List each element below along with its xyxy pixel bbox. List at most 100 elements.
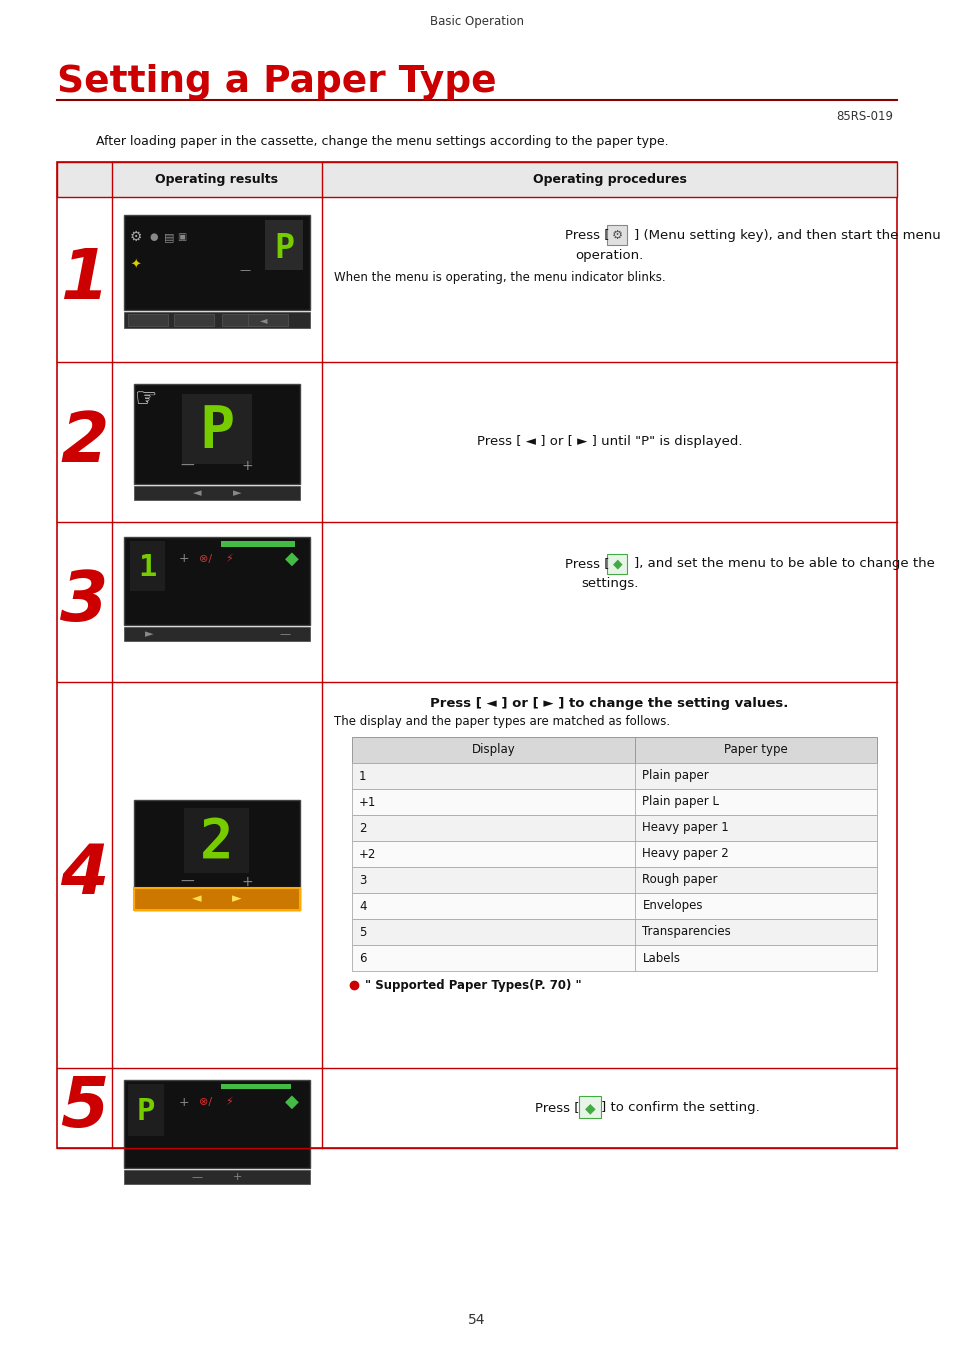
Text: ►: ► xyxy=(233,487,241,498)
Text: 4: 4 xyxy=(60,841,109,909)
Bar xyxy=(222,315,262,325)
Text: ⚡: ⚡ xyxy=(225,554,233,564)
Text: Press [: Press [ xyxy=(535,1102,578,1115)
Text: P: P xyxy=(274,231,294,265)
Bar xyxy=(124,215,310,310)
Text: ◄: ◄ xyxy=(192,892,202,906)
Text: 5: 5 xyxy=(358,926,366,938)
Text: 2: 2 xyxy=(200,815,233,868)
Text: +2: +2 xyxy=(358,848,376,860)
Text: —: — xyxy=(192,1172,202,1183)
Text: settings.: settings. xyxy=(580,578,638,590)
Text: —: — xyxy=(180,459,193,472)
Text: ☞: ☞ xyxy=(206,1187,228,1210)
Text: ◆: ◆ xyxy=(612,558,621,571)
Text: —: — xyxy=(180,875,193,890)
Text: ⚙: ⚙ xyxy=(611,228,622,242)
Text: " Supported Paper Types(P. 70) ": " Supported Paper Types(P. 70) " xyxy=(365,979,581,991)
Text: ], and set the menu to be able to change the: ], and set the menu to be able to change… xyxy=(634,558,934,571)
Bar xyxy=(352,867,876,892)
Text: 3: 3 xyxy=(358,873,366,887)
Bar xyxy=(352,919,876,945)
Text: ☞: ☞ xyxy=(280,649,303,674)
Text: ◆: ◆ xyxy=(584,1102,596,1115)
Bar xyxy=(57,162,896,197)
Text: 2: 2 xyxy=(60,409,109,475)
Text: Operating procedures: Operating procedures xyxy=(532,173,686,186)
Text: ▣: ▣ xyxy=(177,232,187,242)
Text: ◆: ◆ xyxy=(285,1094,298,1111)
Text: Basic Operation: Basic Operation xyxy=(430,15,523,28)
Text: +: + xyxy=(241,875,253,890)
Text: ⚙: ⚙ xyxy=(130,230,142,244)
Text: Labels: Labels xyxy=(641,952,679,964)
Text: Transparencies: Transparencies xyxy=(641,926,731,938)
Text: Operating results: Operating results xyxy=(155,173,278,186)
Text: Heavy paper 2: Heavy paper 2 xyxy=(641,848,728,860)
Text: Rough paper: Rough paper xyxy=(641,873,718,887)
Bar xyxy=(124,626,310,641)
Text: 2: 2 xyxy=(358,822,366,834)
Text: 4: 4 xyxy=(358,899,366,913)
Text: ☞: ☞ xyxy=(204,936,230,964)
Text: Plain paper L: Plain paper L xyxy=(641,795,719,809)
Text: Envelopes: Envelopes xyxy=(641,899,702,913)
Bar xyxy=(128,315,168,325)
Text: When the menu is operating, the menu indicator blinks.: When the menu is operating, the menu ind… xyxy=(334,270,665,284)
Text: ◄: ◄ xyxy=(260,315,268,325)
Text: Paper type: Paper type xyxy=(723,744,787,756)
Text: +: + xyxy=(178,552,189,566)
Text: Press [: Press [ xyxy=(564,558,609,571)
Text: —: — xyxy=(279,629,291,639)
Text: ◆: ◆ xyxy=(285,549,298,568)
Text: Setting a Paper Type: Setting a Paper Type xyxy=(57,63,497,100)
Bar xyxy=(133,801,299,910)
Text: ⚡: ⚡ xyxy=(225,1098,233,1107)
Text: ☞: ☞ xyxy=(134,387,157,410)
Text: 3: 3 xyxy=(60,568,109,636)
Text: 6: 6 xyxy=(358,952,366,964)
Text: Plain paper: Plain paper xyxy=(641,769,708,783)
Bar xyxy=(182,394,252,464)
Bar xyxy=(124,1170,310,1184)
Text: +1: +1 xyxy=(358,795,376,809)
Bar xyxy=(173,315,213,325)
Bar xyxy=(128,1084,164,1135)
Text: ●: ● xyxy=(150,232,158,242)
Text: Press [ ◄ ] or [ ► ] until "P" is displayed.: Press [ ◄ ] or [ ► ] until "P" is displa… xyxy=(476,436,741,448)
Text: 54: 54 xyxy=(468,1314,485,1327)
Text: operation.: operation. xyxy=(575,248,643,262)
Text: Display: Display xyxy=(472,744,515,756)
Text: —: — xyxy=(239,265,251,275)
Text: Press [: Press [ xyxy=(564,228,609,242)
Bar xyxy=(352,763,876,788)
Bar xyxy=(220,1084,291,1089)
Bar xyxy=(220,541,294,547)
Bar xyxy=(607,225,627,244)
Bar xyxy=(248,315,288,325)
Bar xyxy=(352,841,876,867)
Text: After loading paper in the cassette, change the menu settings according to the p: After loading paper in the cassette, cha… xyxy=(96,135,668,148)
Text: +: + xyxy=(241,459,253,472)
Text: 5: 5 xyxy=(60,1075,109,1142)
Text: ⊗/: ⊗/ xyxy=(199,554,213,564)
Bar xyxy=(57,162,896,1148)
Bar xyxy=(133,888,299,910)
Bar xyxy=(124,1080,310,1168)
Text: P: P xyxy=(199,404,234,460)
Text: 1: 1 xyxy=(358,769,366,783)
Bar xyxy=(265,220,303,270)
Bar xyxy=(352,945,876,971)
Text: 85RS-019: 85RS-019 xyxy=(835,109,892,123)
Text: 1: 1 xyxy=(60,246,109,313)
Text: P: P xyxy=(136,1098,155,1126)
Text: Heavy paper 1: Heavy paper 1 xyxy=(641,822,728,834)
Text: +: + xyxy=(233,1172,241,1183)
Bar xyxy=(578,1096,601,1118)
Text: ►: ► xyxy=(232,892,241,906)
Bar xyxy=(133,486,299,500)
Text: ✦: ✦ xyxy=(131,258,141,271)
Bar xyxy=(133,383,299,485)
Text: ⊗/: ⊗/ xyxy=(199,1098,213,1107)
Text: ◄: ◄ xyxy=(193,487,201,498)
